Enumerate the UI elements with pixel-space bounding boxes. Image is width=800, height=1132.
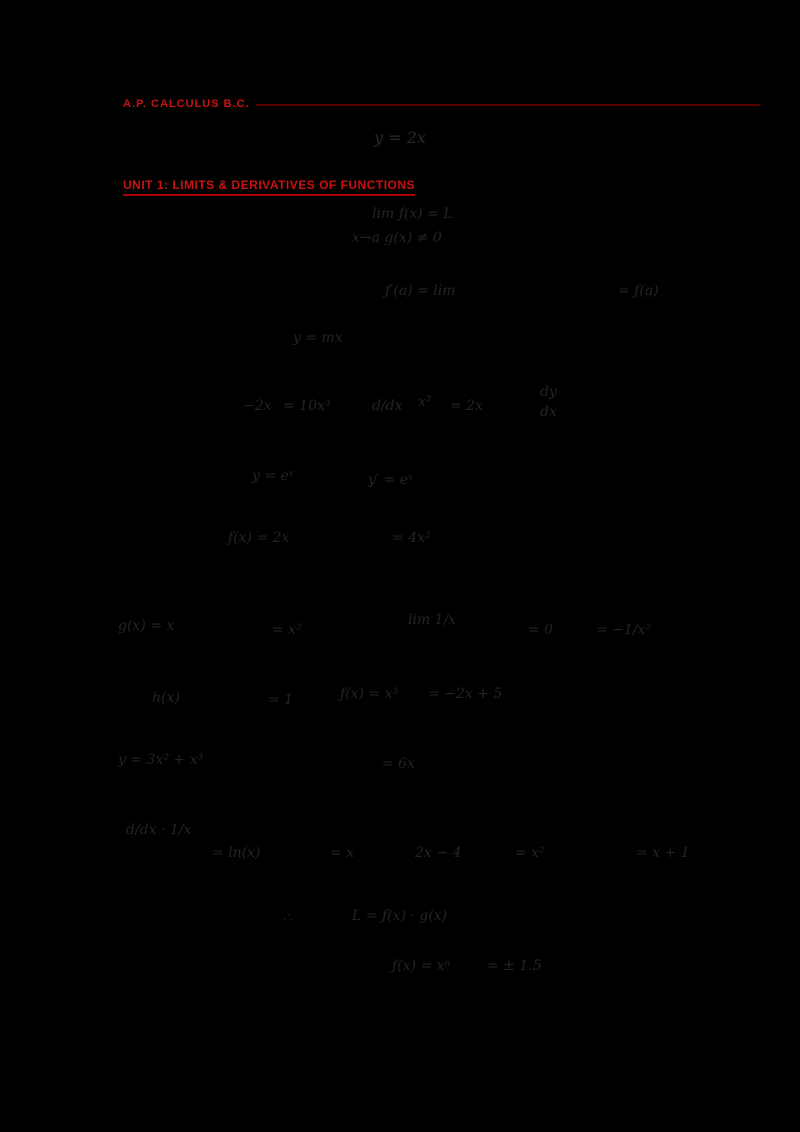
formula-fragment-8: x² bbox=[418, 394, 432, 410]
formula-fragment-3: = ƒ(a) bbox=[618, 283, 659, 299]
formula-fragment-21: h(x) bbox=[152, 690, 180, 706]
formula-fragment-0: lim ƒ(x) = L bbox=[372, 206, 453, 222]
formula-fragment-23: ƒ(x) = x³ bbox=[340, 686, 399, 702]
formula-fragment-28: = ln(x) bbox=[212, 845, 261, 861]
formula-fragment-5: −2x bbox=[243, 398, 272, 414]
formula-fragment-16: g(x) = x bbox=[118, 618, 175, 634]
formula-fragment-1: x→a g(x) ≠ 0 bbox=[352, 230, 442, 246]
section-heading: UNIT 1: LIMITS & DERIVATIVES OF FUNCTION… bbox=[123, 178, 416, 196]
formula-fragment-30: 2x − 4 bbox=[415, 845, 462, 861]
formula-fragment-25: y = 3x² + x³ bbox=[118, 752, 204, 768]
formula-fragment-29: = x bbox=[330, 845, 355, 861]
formula-fragment-19: = 0 bbox=[528, 622, 554, 638]
subtitle-equation: y = 2x bbox=[374, 128, 426, 147]
formula-fragment-18: lim 1∕x bbox=[408, 612, 457, 628]
formula-fragment-32: = x + 1 bbox=[636, 845, 690, 861]
formula-fragment-27: d∕dx · 1∕x bbox=[126, 822, 192, 838]
formula-fragment-4: y = mx bbox=[293, 330, 343, 346]
formula-fragment-15: = 4x² bbox=[392, 530, 431, 546]
formula-fragment-9: = 2x bbox=[450, 398, 483, 414]
page-title: A.P. CALCULUS B.C. bbox=[123, 98, 250, 110]
formula-fragment-17: = x² bbox=[272, 622, 302, 638]
formula-fragment-22: = 1 bbox=[268, 692, 294, 708]
header-rule bbox=[255, 103, 760, 106]
formula-fragment-31: = x² bbox=[515, 845, 545, 861]
formula-fragment-34: L = ƒ(x) · g(x) bbox=[352, 908, 448, 924]
formula-fragment-7: d/dx bbox=[372, 398, 403, 414]
formula-fragment-26: = 6x bbox=[382, 756, 415, 772]
formula-fragment-6: = 10x³ bbox=[283, 398, 331, 414]
formula-fragment-24: = −2x + 5 bbox=[428, 686, 503, 702]
formula-fragment-35: ƒ(x) = xⁿ bbox=[392, 958, 451, 974]
formula-fragment-14: ƒ(x) = 2x bbox=[228, 530, 290, 546]
formula-fragment-36: = ± 1.5 bbox=[487, 958, 542, 974]
formula-fragment-2: ƒ′(a) = lim bbox=[385, 283, 456, 299]
formula-fragment-10: dy bbox=[540, 384, 557, 400]
formula-fragment-11: dx bbox=[540, 404, 557, 420]
formula-fragment-20: = −1∕x² bbox=[596, 622, 652, 638]
formula-fragment-33: ∴ bbox=[283, 910, 292, 926]
page-header: A.P. CALCULUS B.C. bbox=[123, 98, 760, 110]
formula-fragment-13: y′ = eˣ bbox=[368, 472, 413, 488]
formula-fragment-12: y = eˣ bbox=[252, 468, 294, 484]
